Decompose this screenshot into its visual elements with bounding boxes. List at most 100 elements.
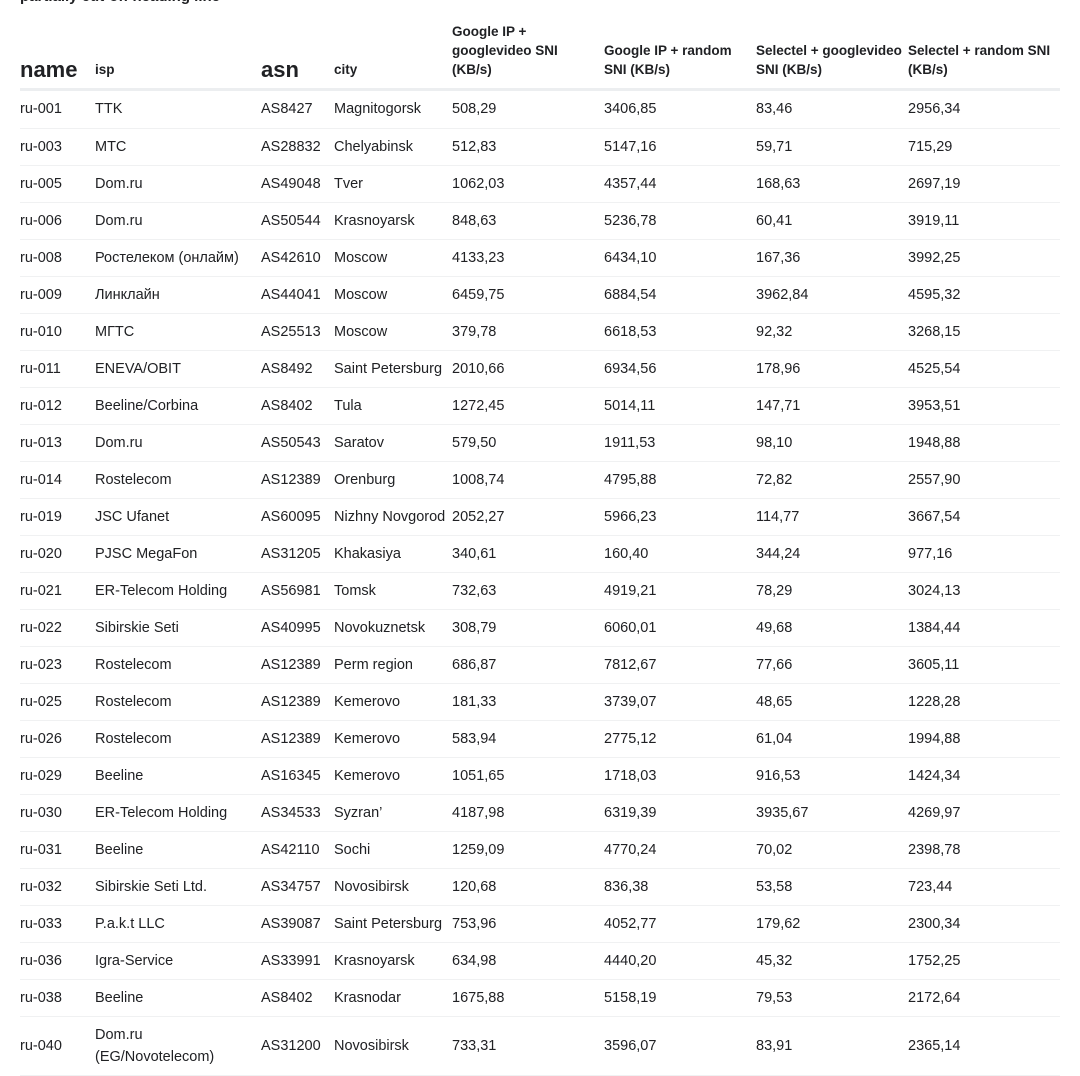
cell-s_gv: 61,04	[756, 720, 908, 759]
column-header-name[interactable]: name	[20, 22, 95, 92]
column-header-s_rnd[interactable]: Selectel + random SNI (KB/s)	[908, 22, 1060, 92]
cell-isp: TTK	[95, 89, 261, 129]
cell-g_rnd: 2775,12	[604, 720, 756, 759]
cell-asn: AS8427	[261, 89, 334, 129]
cell-s_rnd: 3605,11	[908, 646, 1060, 684]
cell-name: ru-038	[20, 979, 95, 1018]
cell-city: Sochi	[334, 831, 452, 870]
cell-asn: AS25513	[261, 313, 334, 351]
cell-name: ru-031	[20, 831, 95, 870]
cell-city: Moscow	[334, 276, 452, 314]
cell-name: ru-030	[20, 794, 95, 833]
table-row: ru-020 PJSC MegaFon AS31205 Khakasiya 340,61…	[20, 535, 1060, 573]
cell-name: ru-025	[20, 683, 95, 722]
cell-isp: Beeline	[95, 979, 261, 1018]
cell-s_rnd: 4595,32	[908, 276, 1060, 314]
cell-s_gv: 78,29	[756, 572, 908, 610]
column-header-city[interactable]: city	[334, 22, 452, 92]
cell-s_rnd: 1994,88	[908, 720, 1060, 759]
cell-g_gv: 1272,45	[452, 387, 604, 425]
cell-g_rnd: 4440,20	[604, 942, 756, 981]
cell-isp: PJSC MegaFon	[95, 535, 261, 573]
cell-name: ru-029	[20, 757, 95, 796]
table-row: ru-009 Линклайн AS44041 Moscow 6459,75 6884,5…	[20, 276, 1060, 314]
cell-city: Khakasiya	[334, 535, 452, 573]
cell-asn: AS12389	[261, 461, 334, 499]
cell-asn: AS8492	[261, 350, 334, 388]
cell-s_gv: 168,63	[756, 165, 908, 203]
cell-s_rnd: 1752,25	[908, 942, 1060, 981]
cell-city: Krasnoyarsk	[334, 942, 452, 981]
cell-s_rnd: 3953,51	[908, 387, 1060, 425]
column-header-isp[interactable]: isp	[95, 22, 261, 92]
cell-s_gv: 98,10	[756, 424, 908, 462]
column-header-g_rnd[interactable]: Google IP + random SNI (KB/s)	[604, 22, 756, 92]
cell-asn: AS42110	[261, 831, 334, 870]
cell-s_rnd: 3919,11	[908, 202, 1060, 240]
cell-city: Syzran’	[334, 794, 452, 833]
cell-isp: Sibirskie Seti	[95, 609, 261, 647]
table-row: ru-005 Dom.ru AS49048 Tver 1062,03 4357,44 168…	[20, 165, 1060, 203]
cell-s_rnd: 2172,64	[908, 979, 1060, 1018]
cell-g_rnd: 5236,78	[604, 202, 756, 240]
cell-isp: МГТС	[95, 313, 261, 351]
cell-g_rnd: 1911,53	[604, 424, 756, 462]
cell-city: Tula	[334, 387, 452, 425]
cell-s_rnd: 1948,88	[908, 424, 1060, 462]
cell-s_gv: 72,82	[756, 461, 908, 499]
cell-asn: AS56981	[261, 572, 334, 610]
column-header-s_gv[interactable]: Selectel + googlevideo SNI (KB/s)	[756, 22, 908, 92]
cell-isp: ER-Telecom Holding	[95, 572, 261, 610]
cell-g_rnd: 6618,53	[604, 313, 756, 351]
cell-name: ru-001	[20, 89, 95, 129]
table-row: ru-022 Sibirskie Seti AS40995 Novokuznetsk 3…	[20, 609, 1060, 647]
cell-s_rnd: 2365,14	[908, 1016, 1060, 1076]
cell-g_rnd: 5147,16	[604, 128, 756, 166]
table-row: ru-010 МГТС AS25513 Moscow 379,78 6618,53 92,3…	[20, 313, 1060, 351]
cell-name: ru-005	[20, 165, 95, 203]
cell-s_rnd: 1384,44	[908, 609, 1060, 647]
cell-g_gv: 6459,75	[452, 276, 604, 314]
cell-g_gv: 2052,27	[452, 498, 604, 536]
table-row: ru-040 Dom.ru (EG/Novotelecom) AS31200 Novo…	[20, 1016, 1060, 1076]
column-header-asn[interactable]: asn	[261, 22, 334, 92]
cell-s_gv: 3935,67	[756, 794, 908, 833]
cell-name: ru-032	[20, 868, 95, 907]
table-row: ru-030 ER-Telecom Holding AS34533 Syzran’ 41…	[20, 794, 1060, 833]
cell-g_gv: 340,61	[452, 535, 604, 573]
cell-isp: ER-Telecom Holding	[95, 794, 261, 833]
cell-g_gv: 512,83	[452, 128, 604, 166]
cell-isp: Ростелеком (онлайм)	[95, 239, 261, 277]
cell-g_gv: 686,87	[452, 646, 604, 684]
cell-isp: Igra-Service	[95, 942, 261, 981]
table-row: ru-008 Ростелеком (онлайм) AS42610 Moscow 41…	[20, 239, 1060, 277]
cell-isp: Beeline/Corbina	[95, 387, 261, 425]
cell-city: Krasnodar	[334, 979, 452, 1018]
cell-s_rnd: 1424,34	[908, 757, 1060, 796]
table-row: ru-036 Igra-Service AS33991 Krasnoyarsk 634,…	[20, 942, 1060, 981]
cell-s_gv: 60,41	[756, 202, 908, 240]
cell-asn: AS44041	[261, 276, 334, 314]
cell-s_rnd: 2300,34	[908, 905, 1060, 944]
cell-g_gv: 4187,98	[452, 794, 604, 833]
table-header: name isp asn city Google IP + googlevideo SN…	[20, 22, 1060, 92]
cell-name: ru-021	[20, 572, 95, 610]
cell-g_rnd: 3596,07	[604, 1016, 756, 1076]
cell-s_rnd: 4269,97	[908, 794, 1060, 833]
table-row: ru-011 ENEVA/OBIT AS8492 Saint Petersburg 20…	[20, 350, 1060, 388]
cell-s_gv: 147,71	[756, 387, 908, 425]
cell-city: Kemerovo	[334, 683, 452, 722]
cell-asn: AS33991	[261, 942, 334, 981]
cell-name: ru-013	[20, 424, 95, 462]
column-header-g_gv[interactable]: Google IP + googlevideo SNI (KB/s)	[452, 22, 604, 92]
cell-isp: MTC	[95, 128, 261, 166]
cell-asn: AS60095	[261, 498, 334, 536]
cell-city: Nizhny Novgorod	[334, 498, 452, 536]
cell-isp: Beeline	[95, 831, 261, 870]
cell-g_gv: 1051,65	[452, 757, 604, 796]
cell-name: ru-036	[20, 942, 95, 981]
cell-g_gv: 1259,09	[452, 831, 604, 870]
cell-name: ru-033	[20, 905, 95, 944]
cell-g_gv: 579,50	[452, 424, 604, 462]
cell-g_gv: 508,29	[452, 89, 604, 129]
